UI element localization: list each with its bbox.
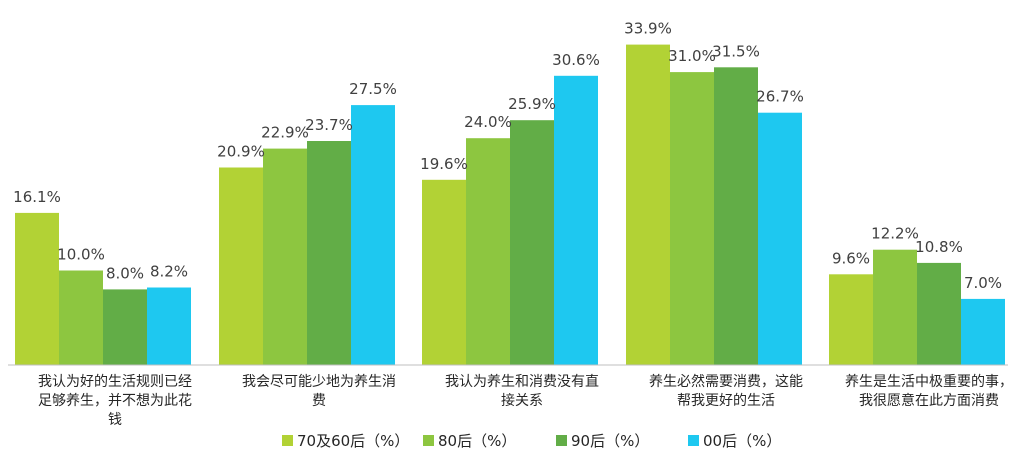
bar-series-2-cat-3 [714, 67, 758, 366]
value-label-series-3-cat-1: 27.5% [349, 80, 397, 98]
legend-label-2: 90后（%） [571, 432, 649, 450]
bar-series-0-cat-1 [219, 167, 263, 365]
bar-series-1-cat-4 [873, 249, 917, 365]
bar-series-3-cat-4 [961, 298, 1005, 365]
value-label-series-2-cat-0: 8.0% [106, 264, 144, 282]
legend-label-0: 70及60后（%） [297, 432, 409, 450]
value-labels-layer: 16.1% 20.9% 19.6% 33.9% 9.6% 10.0% 22.9% 24.0% 3… [13, 20, 1002, 292]
bar-series-2-cat-2 [510, 120, 554, 365]
category-label-0-line-1: 足够养生，并不想为此花 [38, 393, 192, 409]
value-label-series-0-cat-2: 19.6% [420, 155, 468, 173]
legend-label-1: 80后（%） [438, 432, 516, 450]
category-label-2-line-0: 我认为养生和消费没有直 [445, 373, 599, 390]
bar-series-1-cat-3 [670, 72, 714, 365]
value-label-series-0-cat-0: 16.1% [13, 188, 61, 206]
legend-swatch-2 [556, 435, 567, 446]
value-label-series-3-cat-4: 7.0% [964, 274, 1002, 292]
value-label-series-0-cat-4: 9.6% [832, 249, 870, 267]
bar-series-0-cat-2 [422, 179, 466, 365]
bar-series-3-cat-1 [351, 105, 395, 365]
category-label-1-line-0: 我会尽可能少地为养生消 [242, 374, 396, 390]
legend: 70及60后（%） 80后（%） 90后（%） 00后（%） [282, 432, 781, 450]
bars-layer [15, 44, 1005, 366]
value-label-series-3-cat-3: 26.7% [756, 88, 804, 106]
category-label-3-line-0: 养生必然需要消费，这能 [649, 373, 803, 390]
category-label-3-line-1: 帮我更好的生活 [677, 393, 775, 409]
category-label-0-line-0: 我认为好的生活规则已经 [38, 374, 192, 390]
bar-series-2-cat-0 [103, 289, 147, 365]
bar-series-1-cat-1 [263, 148, 307, 365]
value-label-series-2-cat-4: 10.8% [915, 238, 963, 256]
bar-series-3-cat-0 [147, 287, 191, 365]
category-label-4-line-0: 养生是生活中极重要的事， [845, 374, 1013, 390]
value-label-series-3-cat-0: 8.2% [150, 263, 188, 281]
value-label-series-2-cat-3: 31.5% [712, 42, 760, 60]
value-label-series-1-cat-1: 22.9% [261, 124, 309, 142]
value-label-series-1-cat-0: 10.0% [57, 246, 105, 264]
bar-series-3-cat-3 [758, 112, 802, 365]
bar-series-1-cat-0 [59, 270, 103, 365]
value-label-series-2-cat-2: 25.9% [508, 95, 556, 113]
legend-label-3: 00后（%） [703, 432, 781, 450]
legend-swatch-1 [423, 435, 434, 446]
bar-series-3-cat-2 [554, 75, 598, 366]
bar-series-2-cat-4 [917, 262, 961, 365]
legend-swatch-3 [688, 435, 699, 446]
bar-series-2-cat-1 [307, 141, 351, 365]
bar-series-0-cat-3 [626, 44, 670, 365]
value-label-series-2-cat-1: 23.7% [305, 116, 353, 134]
value-label-series-3-cat-2: 30.6% [552, 51, 600, 69]
legend-swatch-0 [282, 435, 293, 446]
value-label-series-0-cat-1: 20.9% [217, 143, 265, 161]
bar-series-0-cat-0 [15, 212, 59, 365]
category-label-1-line-1: 费 [312, 393, 326, 409]
bar-series-0-cat-4 [829, 274, 873, 365]
value-label-series-1-cat-4: 12.2% [871, 225, 919, 243]
value-label-series-0-cat-3: 33.9% [624, 20, 672, 38]
value-label-series-1-cat-2: 24.0% [464, 113, 512, 131]
bar-series-1-cat-2 [466, 138, 510, 365]
category-label-2-line-1: 接关系 [501, 392, 543, 409]
category-label-4-line-1: 我很愿意在此方面消费 [859, 392, 999, 409]
category-label-0-line-2: 钱 [108, 412, 122, 428]
value-label-series-1-cat-3: 31.0% [668, 47, 716, 65]
